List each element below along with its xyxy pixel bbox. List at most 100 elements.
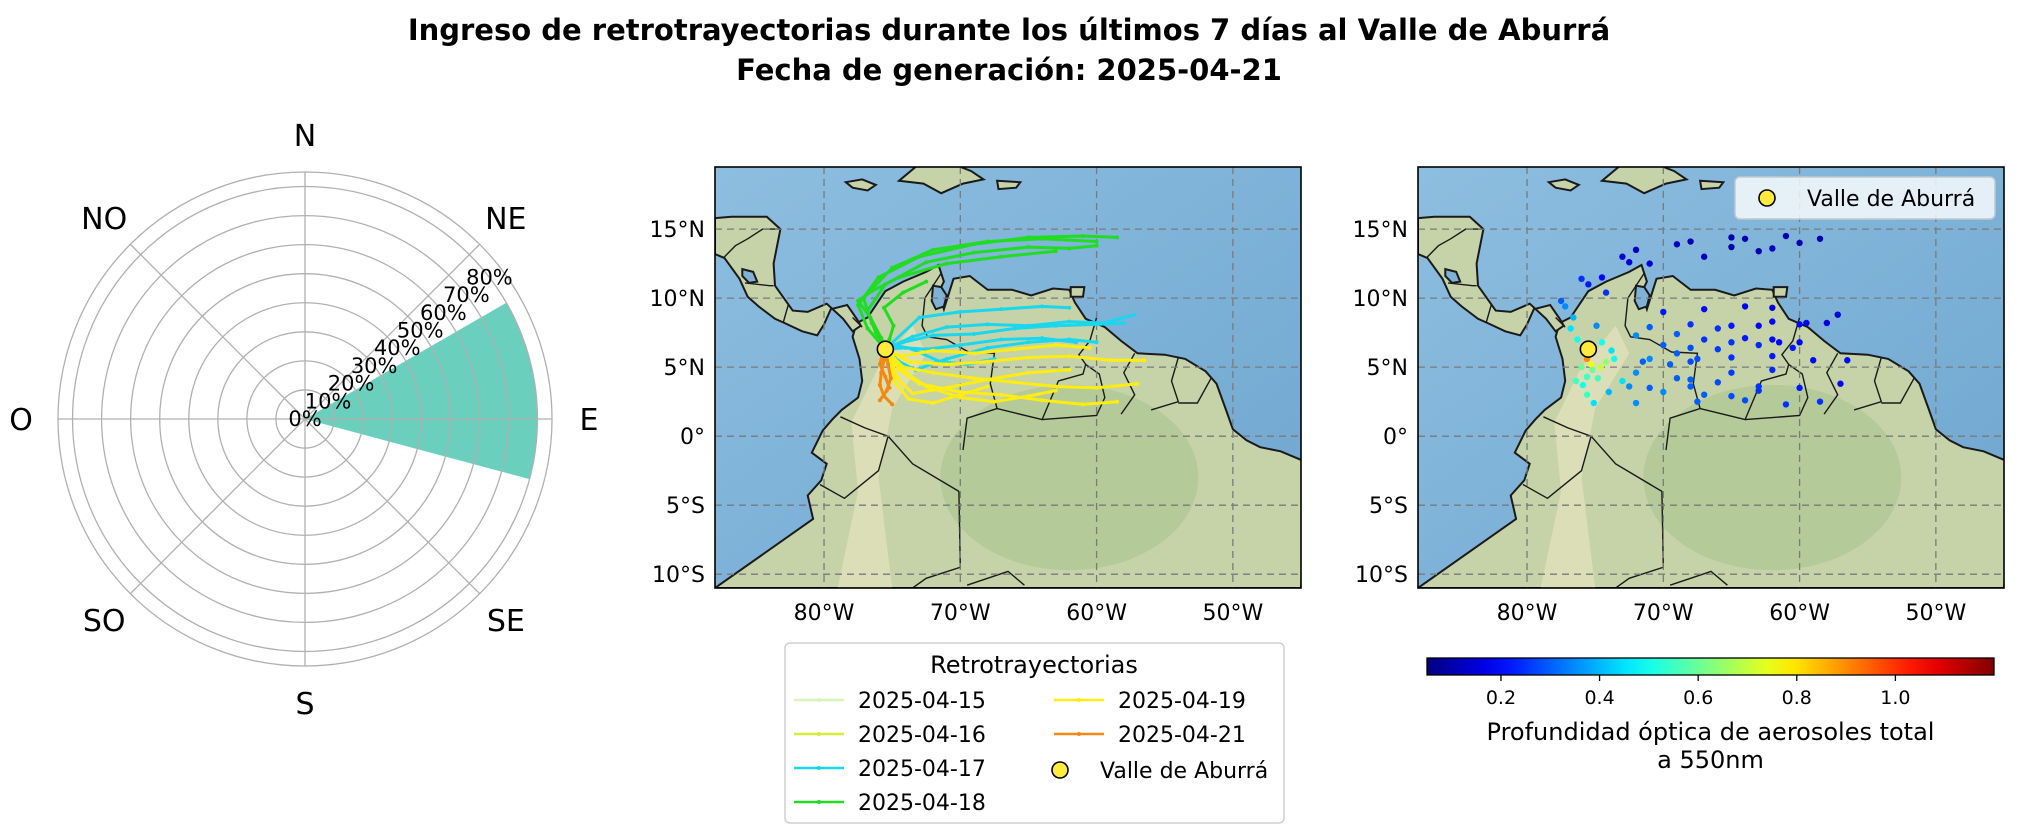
aod-point-40 xyxy=(1796,321,1803,328)
aod-point-82 xyxy=(1810,357,1817,364)
aod-point-63 xyxy=(1694,355,1701,363)
legend-label-2: 2025-04-17 xyxy=(858,757,986,782)
legend-label-5: 2025-04-21 xyxy=(1118,723,1246,748)
aod-point-68 xyxy=(1816,398,1824,405)
map1-land-jamaica xyxy=(843,178,878,192)
map2-border-10 xyxy=(1555,317,1566,328)
map2-border-4 xyxy=(1624,272,1701,451)
trajectory-4-3 xyxy=(884,347,1145,366)
aod-point-47 xyxy=(1834,311,1841,318)
aod-point-42 xyxy=(1646,323,1653,331)
radial-tick-label-5: 50% xyxy=(397,319,444,343)
trajectory-point-3-4-5 xyxy=(924,279,929,284)
trajectory-point-5-0-1 xyxy=(881,358,886,363)
legend-swatch-dot-5 xyxy=(1077,732,1081,736)
trajectory-point-2-4-5 xyxy=(1067,305,1072,310)
aod-point-73 xyxy=(1796,384,1803,392)
trajectory-point-4-5-3 xyxy=(971,351,976,356)
map2-ytick-label-2: 5°N xyxy=(1367,356,1408,381)
aod-point-53 xyxy=(1687,344,1694,352)
radial-tick-label-8: 80% xyxy=(466,265,513,289)
aod-point-89 xyxy=(1714,346,1722,353)
map1-border-8 xyxy=(1150,357,1180,411)
wind-rose-chart: N NE E SE S SO O NO 0%10%20%30%40%50%60%70%80% xyxy=(9,119,598,722)
aod-point-49 xyxy=(1700,336,1708,343)
aod-point-3 xyxy=(1587,361,1595,368)
trajectory-point-2-0-7 xyxy=(1121,320,1126,325)
map2-xtick-label-2: 60°W xyxy=(1769,601,1830,626)
aod-point-38 xyxy=(1714,325,1722,332)
aod-point-17 xyxy=(1578,275,1585,283)
legend-swatch-dot-2 xyxy=(817,766,821,770)
aod-point-84 xyxy=(1626,383,1633,390)
map2-lake-maracaibo xyxy=(1633,284,1651,311)
map1-xtick-label-2: 60°W xyxy=(1066,601,1127,626)
trajectory-point-4-0-5 xyxy=(1040,398,1045,403)
aod-point-12 xyxy=(1611,355,1618,363)
trajectory-point-4-2-3 xyxy=(944,385,949,390)
trajectory-point-3-3-1 xyxy=(879,336,884,341)
trajectory-point-3-0-8 xyxy=(1115,235,1120,240)
colorbar-tick-label-0: 0.2 xyxy=(1486,687,1516,709)
map1-border-11 xyxy=(782,303,790,324)
trajectory-legend: Retrotrayectorias 2025-04-15 2025-04-16 202… xyxy=(784,642,1285,824)
aod-point-93 xyxy=(1687,383,1694,390)
aod-point-13 xyxy=(1619,377,1626,385)
aod-point-92 xyxy=(1632,399,1640,407)
trajectory-point-3-3-7 xyxy=(999,254,1004,259)
aod-point-98 xyxy=(1605,388,1612,396)
trajectory-2-0 xyxy=(884,321,1124,351)
map1-ytick-label-1: 10°N xyxy=(650,287,705,312)
map1-ytick-label-0: 15°N xyxy=(650,218,705,243)
aod-point-27 xyxy=(1769,245,1776,252)
aod-point-81 xyxy=(1769,352,1776,360)
map2-xtick-label-3: 50°W xyxy=(1905,601,1966,626)
trajectory-point-4-6-2 xyxy=(906,396,911,401)
map2-ytick-label-3: 0° xyxy=(1383,425,1408,450)
aod-point-29 xyxy=(1626,259,1633,266)
trajectory-point-3-4-2 xyxy=(891,323,896,328)
map2-land-hispaniola xyxy=(1599,167,1690,195)
legend-label-1: 2025-04-16 xyxy=(858,723,986,748)
map1-ytick-label-4: 5°S xyxy=(666,494,705,519)
aod-point-59 xyxy=(1741,303,1749,310)
trajectory-point-2-3-6 xyxy=(1067,337,1072,342)
aod-point-100 xyxy=(1572,377,1580,385)
aod-point-66 xyxy=(1741,397,1749,404)
map2-border-6 xyxy=(1745,363,1809,421)
aod-point-50 xyxy=(1741,334,1749,342)
aod-point-28 xyxy=(1728,243,1735,251)
trajectory-point-2-1-2 xyxy=(944,325,949,330)
aod-point-94 xyxy=(1570,314,1577,321)
colorbar-tick-label-3: 0.8 xyxy=(1782,687,1812,709)
trajectory-4-0 xyxy=(884,348,1118,406)
map1-lake-nicaragua xyxy=(741,267,759,284)
trajectory-point-4-0-7 xyxy=(1115,399,1120,404)
trajectory-point-4-4-2 xyxy=(924,384,929,389)
map1-xtick-label-1: 70°W xyxy=(930,601,991,626)
aod-point-8 xyxy=(1590,399,1598,407)
trajectory-point-2-1-1 xyxy=(910,334,915,339)
aod-point-18 xyxy=(1619,253,1626,260)
trajectory-point-4-2-6 xyxy=(1067,367,1072,372)
map1-lake-maracaibo xyxy=(930,284,948,311)
trajectory-point-2-1-4 xyxy=(1026,323,1031,328)
aod-point-69 xyxy=(1632,369,1640,376)
trajectory-point-3-0-3 xyxy=(876,275,881,280)
trajectory-point-2-2-5 xyxy=(1040,336,1045,341)
aod-point-52 xyxy=(1646,355,1653,363)
colorbar-label-line1: Profundidad óptica de aerosoles total xyxy=(1487,718,1935,746)
map1-border-12 xyxy=(744,282,774,287)
map2-border-7 xyxy=(1823,352,1839,415)
aod-point-37 xyxy=(1673,330,1681,338)
trajectory-legend-box xyxy=(784,642,1285,824)
trajectory-2-4 xyxy=(884,304,1070,351)
aod-point-56 xyxy=(1796,339,1803,346)
trajectory-point-2-3-5 xyxy=(1026,340,1031,345)
legend-station-label: Valle de Aburrá xyxy=(1100,759,1268,784)
map2-xtick-label-1: 70°W xyxy=(1633,601,1694,626)
aod-point-95 xyxy=(1557,297,1565,305)
radial-tick-label-4: 40% xyxy=(374,336,421,360)
trajectory-point-3-1-7 xyxy=(1094,239,1099,244)
map2-border-1 xyxy=(1522,436,1592,500)
